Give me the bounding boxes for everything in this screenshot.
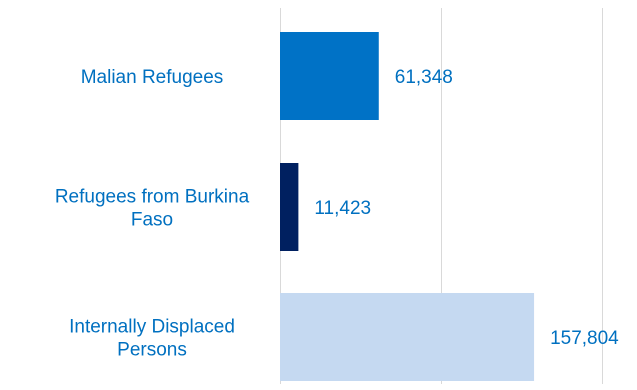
bars xyxy=(280,32,535,381)
category-label-2: Internally Displaced Persons xyxy=(69,317,235,361)
category-label-1-line-0: Refugees from Burkina xyxy=(55,187,250,208)
category-label-2-line-0: Internally Displaced xyxy=(69,317,235,338)
category-label-1: Refugees from Burkina Faso xyxy=(55,187,250,231)
category-label-2-line-1: Persons xyxy=(117,340,187,361)
category-label-0-line-0: Malian Refugees xyxy=(81,67,224,88)
category-label-1-line-1: Faso xyxy=(131,210,173,231)
value-label-1: 11,423 xyxy=(314,198,371,219)
value-label-0: 61,348 xyxy=(395,67,453,88)
bar-1 xyxy=(280,163,299,251)
bar-2 xyxy=(280,293,535,381)
category-label-0: Malian Refugees xyxy=(81,67,224,88)
bar-0 xyxy=(280,32,379,120)
category-labels: Malian Refugees Refugees from Burkina Faso… xyxy=(55,67,250,361)
value-label-2: 157,804 xyxy=(550,328,619,349)
value-labels: 61,348 11,423 157,804 xyxy=(314,67,619,349)
